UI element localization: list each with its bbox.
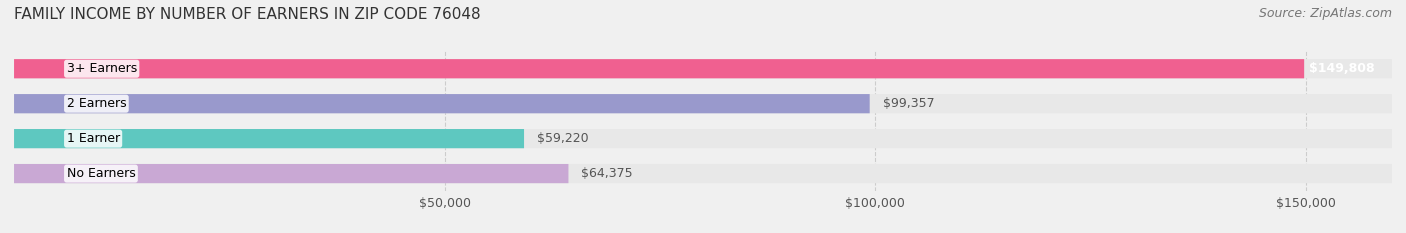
FancyBboxPatch shape: [14, 164, 1392, 183]
FancyBboxPatch shape: [14, 164, 568, 183]
FancyBboxPatch shape: [14, 129, 1392, 148]
FancyBboxPatch shape: [14, 94, 1392, 113]
FancyBboxPatch shape: [14, 59, 1305, 78]
Text: $99,357: $99,357: [883, 97, 934, 110]
FancyBboxPatch shape: [14, 59, 1392, 78]
Text: $149,808: $149,808: [1309, 62, 1375, 75]
Text: 1 Earner: 1 Earner: [66, 132, 120, 145]
Text: 3+ Earners: 3+ Earners: [66, 62, 136, 75]
Text: No Earners: No Earners: [66, 167, 135, 180]
Text: FAMILY INCOME BY NUMBER OF EARNERS IN ZIP CODE 76048: FAMILY INCOME BY NUMBER OF EARNERS IN ZI…: [14, 7, 481, 22]
Text: 2 Earners: 2 Earners: [66, 97, 127, 110]
Text: $64,375: $64,375: [581, 167, 633, 180]
Text: Source: ZipAtlas.com: Source: ZipAtlas.com: [1258, 7, 1392, 20]
FancyBboxPatch shape: [14, 94, 870, 113]
FancyBboxPatch shape: [14, 129, 524, 148]
Text: $59,220: $59,220: [537, 132, 589, 145]
